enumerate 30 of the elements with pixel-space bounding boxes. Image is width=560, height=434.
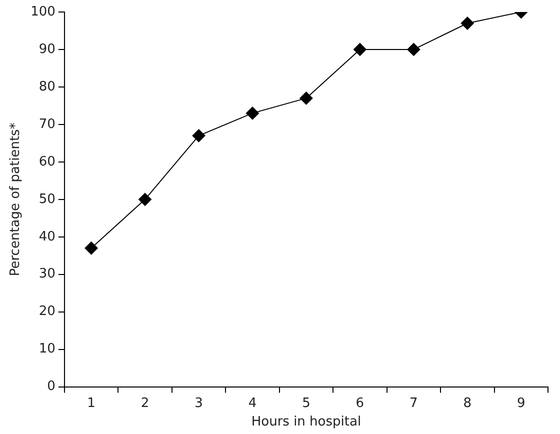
y-tick-label: 0 <box>47 379 56 394</box>
x-tick-label: 3 <box>194 396 203 411</box>
point <box>407 42 420 56</box>
y-tick-label: 40 <box>38 229 56 244</box>
x-tick-label: 5 <box>302 396 310 411</box>
y-tick-label: 90 <box>38 42 56 57</box>
x-axis-title: Hours in hospital <box>251 414 362 430</box>
point <box>138 192 152 206</box>
y-tick-label: 20 <box>38 304 56 320</box>
point <box>246 106 259 120</box>
y-tick-label: 30 <box>38 266 56 282</box>
x-tick-label: 4 <box>248 396 257 411</box>
point <box>84 242 98 255</box>
x-tick-label: 6 <box>356 396 364 411</box>
y-axis-title: Percentage of patients* <box>8 122 24 276</box>
x-tick-label: 7 <box>410 396 418 411</box>
point <box>460 16 474 30</box>
y-tick-label: 50 <box>38 192 56 207</box>
x-tick-label: 8 <box>463 396 472 411</box>
point <box>353 42 366 56</box>
y-tick-label: 80 <box>38 79 56 94</box>
x-tick-label: 9 <box>516 396 526 411</box>
point <box>192 129 206 142</box>
y-tick-label: 100 <box>30 4 56 20</box>
y-tick-label: 60 <box>38 154 56 170</box>
y-tick-label: 70 <box>38 116 56 132</box>
point <box>300 92 313 105</box>
y-tick-label: 10 <box>38 342 56 357</box>
x-tick-label: 2 <box>140 396 150 411</box>
x-tick-label: 1 <box>87 396 96 411</box>
